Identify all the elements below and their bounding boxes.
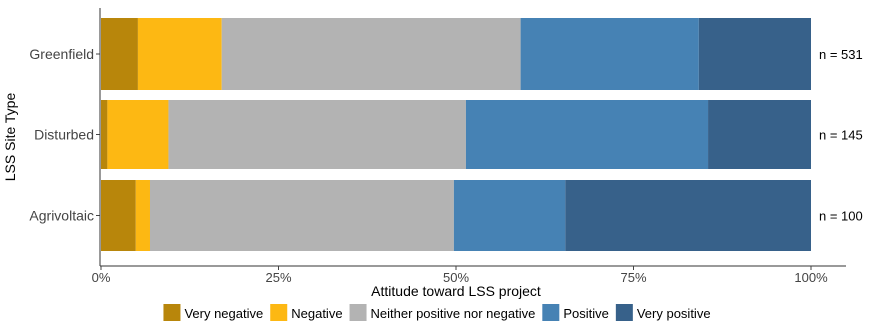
bars-layer [101,18,811,251]
legend-swatch [542,304,560,321]
bar-segment-agrivoltaic-very-positive [565,180,811,251]
legend-label: Neither positive nor negative [371,306,536,321]
x-tick-label: 0% [92,270,111,285]
bar-segment-agrivoltaic-positive [453,180,566,251]
bar-segment-disturbed-very-negative [101,100,108,169]
sample-size-label: n = 100 [819,209,863,224]
bar-segment-disturbed-neither-positive-nor-negative [168,100,466,169]
bar-segment-agrivoltaic-very-negative [101,180,136,251]
x-tick-label: 100% [794,270,828,285]
axes-layer [96,8,846,270]
bar-segment-agrivoltaic-neither-positive-nor-negative [149,180,454,251]
bar-segment-greenfield-positive [520,18,699,90]
bar-segment-disturbed-positive [465,100,709,169]
y-axis-title: LSS Site Type [2,93,18,182]
legend-label: Negative [291,306,342,321]
x-tick-label: 50% [443,270,469,285]
y-tick-label: Disturbed [34,127,94,143]
legend-label: Positive [563,306,609,321]
legend-swatch [270,304,288,321]
bar-segment-greenfield-very-negative [101,18,138,90]
sample-size-label: n = 145 [819,128,863,143]
bar-segment-disturbed-negative [107,100,169,169]
legend: Very negative Negative Neither positive no… [163,304,711,321]
bar-segment-greenfield-neither-positive-nor-negative [221,18,521,90]
y-tick-label: Greenfield [29,46,94,62]
legend-label: Very positive [637,306,711,321]
legend-swatch [349,304,367,321]
x-tick-label: 25% [265,270,291,285]
legend-swatch [615,304,633,321]
legend-swatch [163,304,181,321]
bar-segment-greenfield-very-positive [698,18,811,90]
bar-segment-greenfield-negative [137,18,222,90]
sample-size-label: n = 531 [819,47,863,62]
x-tick-label: 75% [620,270,646,285]
legend-label: Very negative [184,306,263,321]
bar-segment-agrivoltaic-negative [135,180,150,251]
x-axis-title: Attitude toward LSS project [371,283,541,299]
labels-layer: Greenfield n = 531 Disturbed n = 145 Agrivol… [2,46,863,299]
bar-segment-disturbed-very-positive [708,100,811,169]
y-tick-label: Agrivoltaic [29,208,94,224]
